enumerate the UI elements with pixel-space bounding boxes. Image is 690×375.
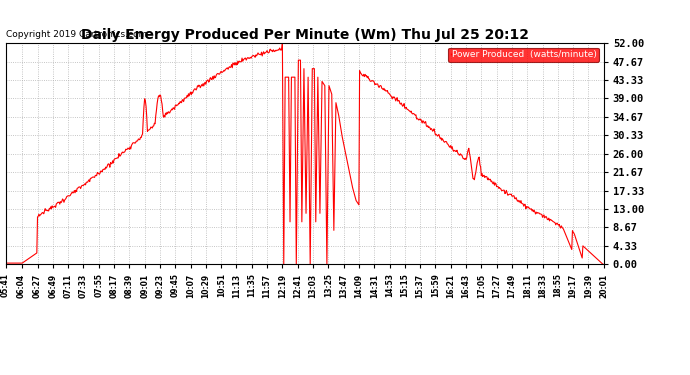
Title: Daily Energy Produced Per Minute (Wm) Thu Jul 25 20:12: Daily Energy Produced Per Minute (Wm) Th…	[81, 28, 529, 42]
Text: Copyright 2019 Cartronics.com: Copyright 2019 Cartronics.com	[6, 30, 147, 39]
Legend: Power Produced  (watts/minute): Power Produced (watts/minute)	[448, 48, 599, 62]
